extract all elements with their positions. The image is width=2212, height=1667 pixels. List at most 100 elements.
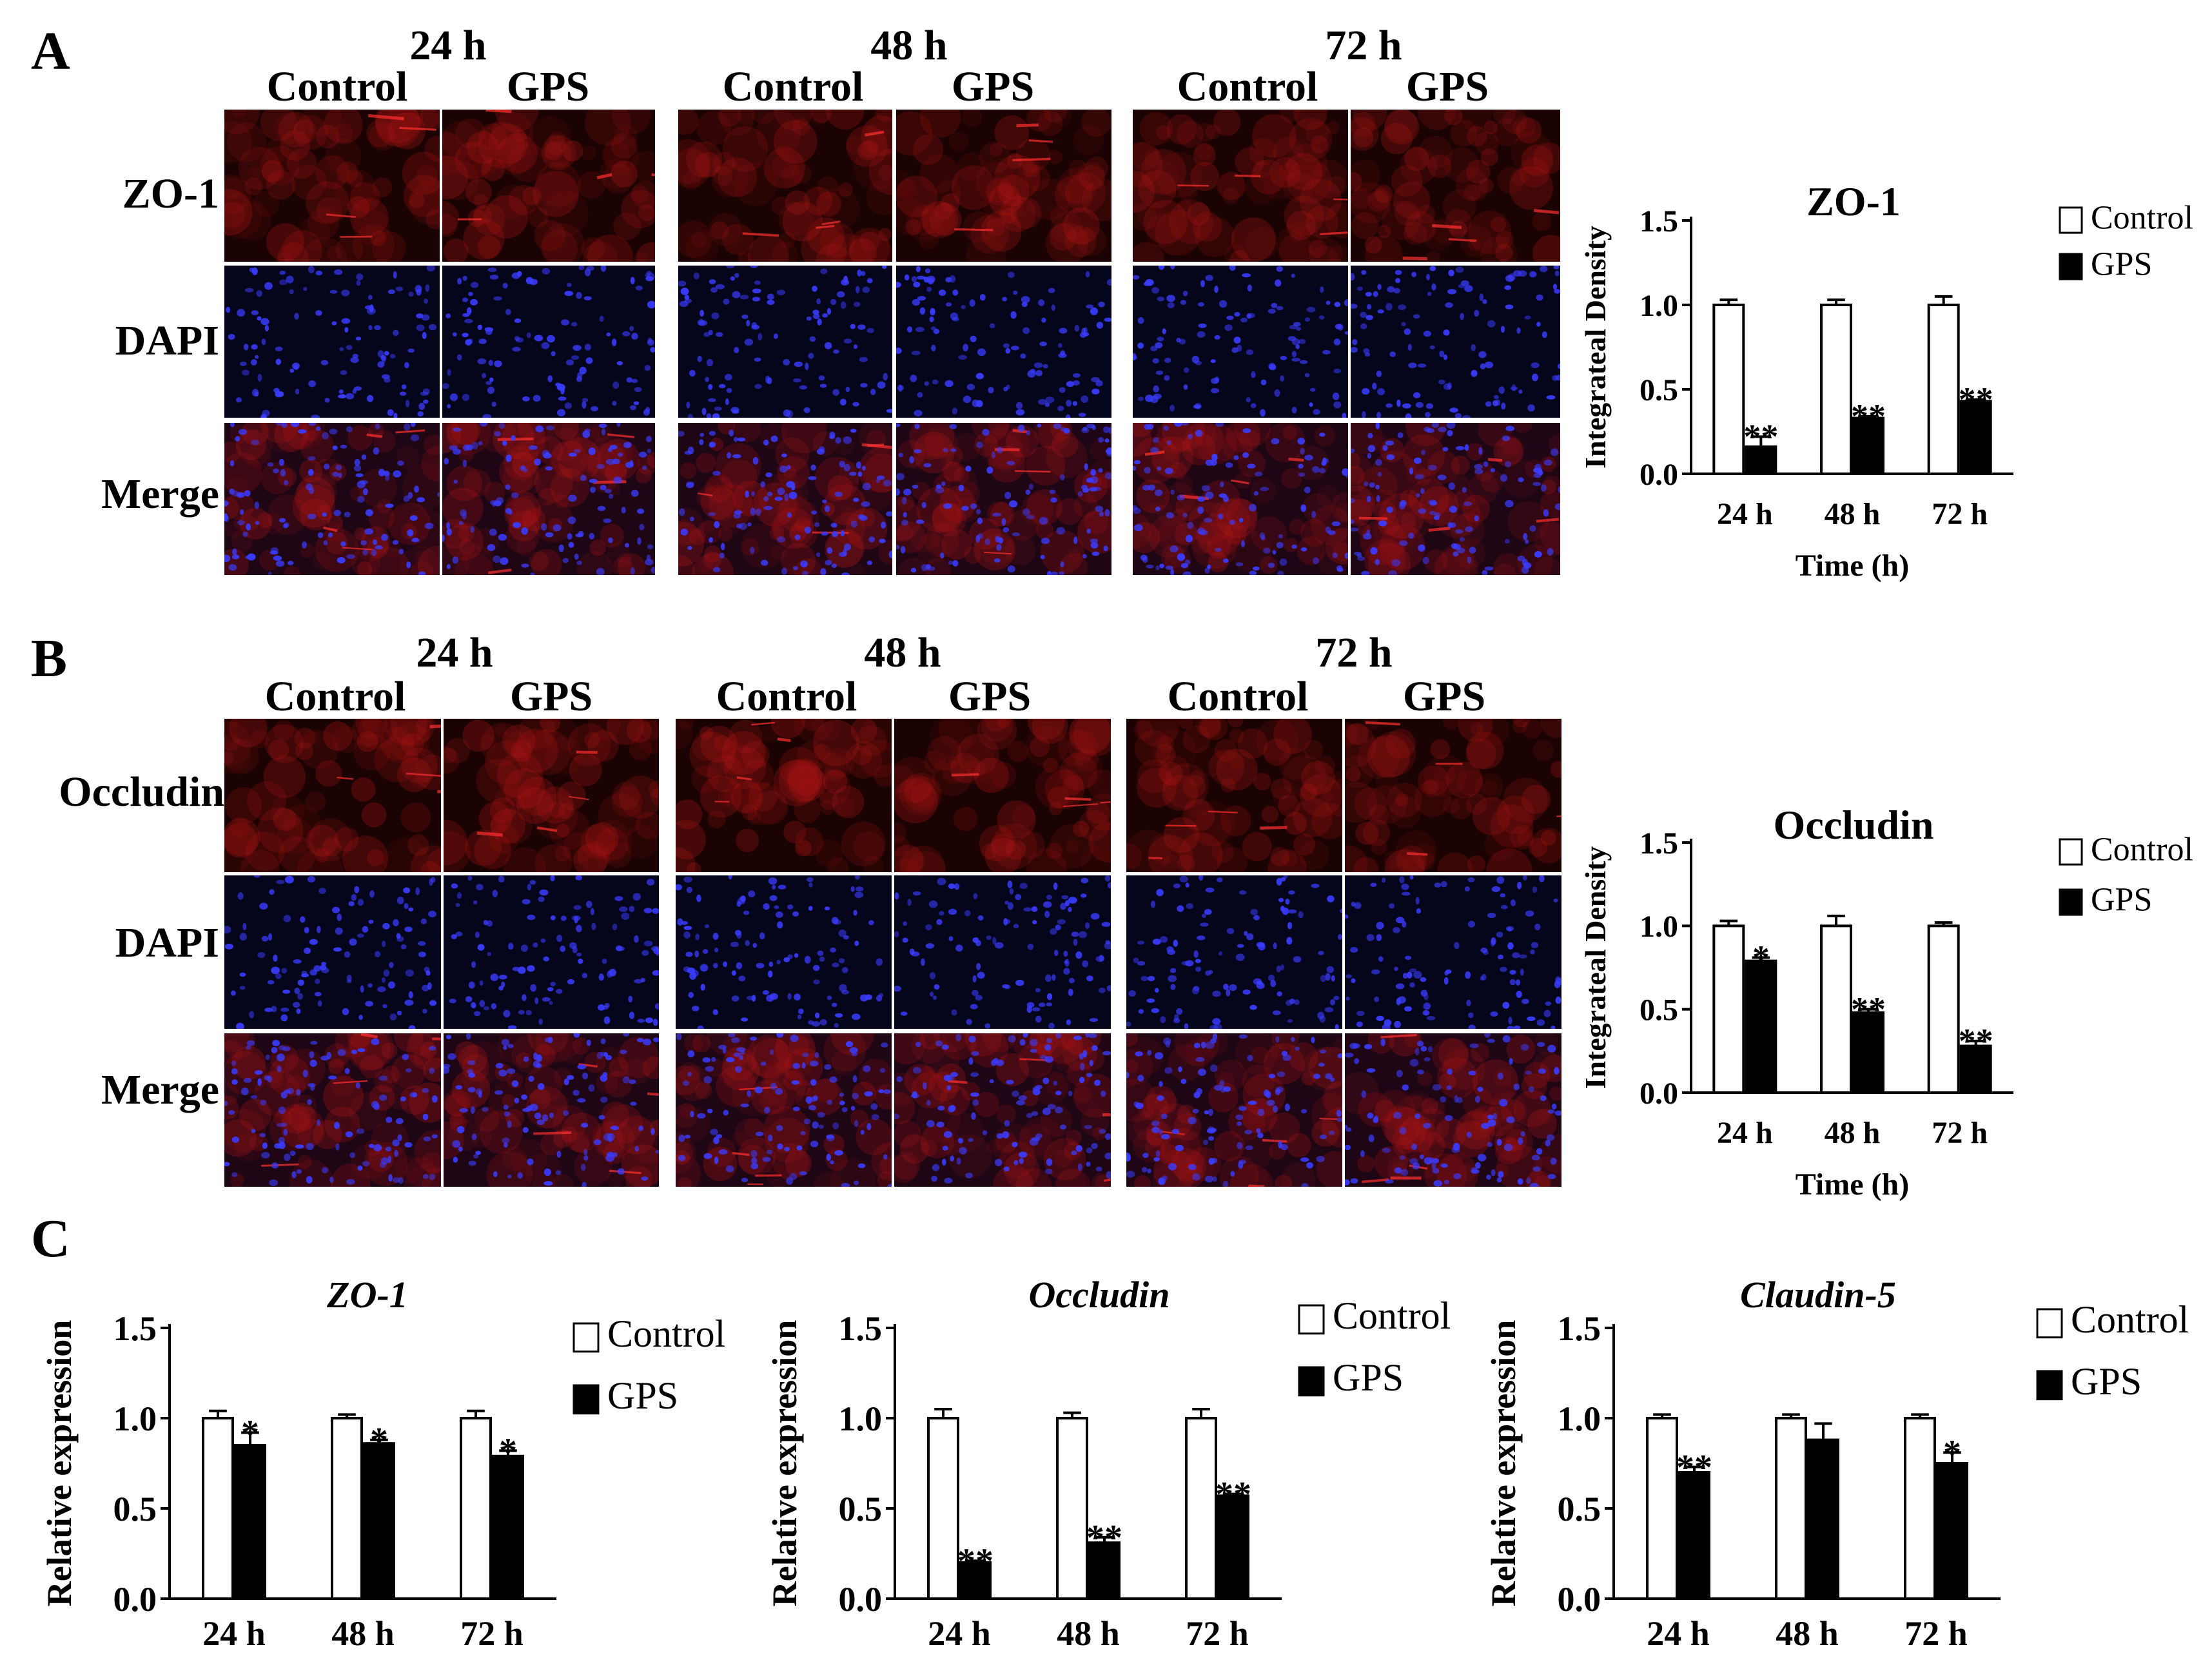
panel-b-micrograph-merge-gps-48h	[894, 1033, 1111, 1187]
panel-a-micrograph-merge-gps-72h	[1351, 423, 1560, 575]
chart-4-title: Claudin-5	[1740, 1274, 1896, 1316]
panel-a-condition-control-48h: Control	[722, 63, 864, 110]
chart-2-bar-gps-2	[492, 1454, 524, 1600]
chart-0-bar-control-0	[1712, 304, 1745, 475]
panel-b-row-label-dapi: DAPI	[115, 919, 219, 966]
panel-letter-a: A	[31, 21, 70, 81]
chart-3-legend-swatch-gps	[1298, 1366, 1325, 1397]
chart-4-bar-control-1	[1775, 1417, 1807, 1600]
chart-3-y-tick-label-2: 1.0	[839, 1399, 883, 1438]
chart-2-bar-control-2	[460, 1417, 492, 1600]
panel-a-micrograph-merge-control-72h	[1133, 423, 1348, 575]
chart-3-legend-label-gps: GPS	[1333, 1356, 1404, 1399]
chart-3-bar-control-0	[927, 1417, 959, 1600]
chart-0-bar-gps-2	[1959, 400, 1992, 475]
chart-0-significance-1: **	[1851, 397, 1886, 436]
panel-letter-b: B	[31, 629, 68, 688]
chart-0-y-tick-label-1: 0.5	[1639, 373, 1678, 407]
panel-a-condition-control-24h: Control	[266, 63, 408, 110]
chart-0-bar-control-1	[1820, 304, 1852, 475]
chart-1-x-tick-label-2: 72 h	[1932, 1116, 1988, 1150]
chart-2-y-axis-label: Relative expression	[40, 1320, 79, 1606]
chart-4-x-tick-label-1: 48 h	[1776, 1614, 1839, 1653]
chart-3-y-axis-label: Relative expression	[765, 1320, 804, 1606]
panel-a-micrograph-zo1-gps-48h	[896, 110, 1111, 262]
chart-3-significance-0: **	[957, 1541, 993, 1581]
panel-b-micrograph-merge-control-48h	[676, 1033, 892, 1187]
panel-a-micrograph-zo1-control-48h	[678, 110, 892, 262]
chart-2-legend-swatch-gps	[573, 1384, 600, 1415]
panel-a-micrograph-zo1-control-24h	[224, 110, 440, 262]
chart-4-y-axis-label: Relative expression	[1484, 1320, 1523, 1606]
chart-1-bar-gps-1	[1852, 1011, 1884, 1094]
chart-2-bar-control-0	[202, 1417, 234, 1600]
panel-b-micrograph-dapi-gps-48h	[894, 875, 1111, 1029]
chart-3-legend-label-control: Control	[1333, 1294, 1451, 1337]
panel-b-micrograph-occludin-gps-24h	[444, 719, 659, 872]
panel-b-micrograph-dapi-control-24h	[224, 875, 441, 1029]
chart-2-legend-label-gps: GPS	[607, 1374, 678, 1417]
chart-1-significance-2: **	[1959, 1022, 1993, 1060]
chart-0-y-tick-label-0: 0.0	[1639, 458, 1678, 492]
chart-0-x-tick-label-0: 24 h	[1717, 497, 1773, 531]
chart-2-y-tick-label-3: 1.5	[113, 1309, 157, 1348]
chart-3-bar-gps-2	[1217, 1494, 1249, 1600]
panel-b-condition-control-48h: Control	[716, 673, 857, 720]
chart-0-x-tick-label-2: 72 h	[1932, 497, 1988, 531]
panel-a-micrograph-merge-control-48h	[678, 423, 892, 575]
chart-4-y-tick-label-2: 1.0	[1558, 1399, 1601, 1438]
chart-3-title: Occludin	[1028, 1274, 1170, 1316]
chart-1-bar-gps-0	[1745, 959, 1777, 1094]
panel-b-occludin-density-chart: Occludin Integrateal Density 0.0 0.5 1.0 1.5 2…	[1579, 802, 2193, 1202]
panel-b-micrograph-occludin-gps-48h	[894, 719, 1111, 872]
chart-4-x-tick-label-0: 24 h	[1647, 1614, 1710, 1653]
chart-2-y-tick-label-2: 1.0	[113, 1399, 157, 1438]
panel-a-condition-gps-24h: GPS	[506, 63, 590, 110]
panel-a-condition-gps-48h: GPS	[951, 63, 1035, 110]
panel-b-condition-gps-72h: GPS	[1402, 673, 1486, 720]
panel-a-time-label-72h: 72 h	[1325, 22, 1402, 69]
panel-c-occludin-expression-chart: Occludin Relative expression 0.0 0.5 1.0 1.5 2…	[765, 1274, 1451, 1653]
panel-b-condition-control-72h: Control	[1167, 673, 1309, 720]
panel-c-zo1-expression-chart: ZO-1 Relative expression 0.0 0.5 1.0 1.5 24 h *…	[40, 1274, 725, 1653]
chart-3-x-tick-label-1: 48 h	[1057, 1614, 1120, 1653]
chart-4-x-tick-label-2: 72 h	[1904, 1614, 1968, 1653]
chart-3-bar-control-1	[1056, 1417, 1088, 1600]
chart-1-x-axis-label: Time (h)	[1796, 1167, 1909, 1202]
chart-0-significance-0: **	[1743, 418, 1778, 456]
chart-2-legend-label-control: Control	[607, 1312, 725, 1355]
chart-1-legend-swatch-control	[2059, 838, 2083, 866]
chart-1-x-tick-label-1: 48 h	[1825, 1116, 1881, 1150]
panel-b-micrograph-occludin-gps-72h	[1345, 719, 1561, 872]
chart-1-bar-gps-2	[1959, 1044, 1992, 1094]
chart-0-bar-gps-1	[1852, 416, 1884, 476]
chart-1-bar-control-0	[1712, 924, 1745, 1094]
chart-2-y-tick-label-0: 0.0	[113, 1580, 157, 1619]
chart-4-legend-label-control: Control	[2071, 1298, 2189, 1341]
panel-a-micrograph-merge-gps-48h	[896, 423, 1111, 575]
chart-0-legend-swatch-gps	[2059, 253, 2083, 280]
panel-b-condition-gps-24h: GPS	[509, 673, 593, 720]
chart-2-significance-2: *	[499, 1432, 517, 1472]
chart-1-legend-label-control: Control	[2091, 831, 2193, 868]
panel-a-micrograph-dapi-gps-24h	[442, 266, 655, 418]
panel-a-micrograph-zo1-gps-24h	[442, 110, 655, 262]
chart-1-legend-swatch-gps	[2059, 888, 2083, 916]
panel-a-row-label-dapi: DAPI	[115, 317, 219, 364]
chart-1-title: Occludin	[1774, 802, 1934, 848]
panel-b-row-label-occludin: Occludin	[59, 768, 224, 815]
chart-3-significance-1: **	[1086, 1518, 1122, 1558]
chart-3-bar-control-2	[1185, 1417, 1217, 1600]
chart-1-significance-1: **	[1851, 990, 1886, 1029]
chart-2-legend-swatch-control	[573, 1322, 600, 1353]
panel-a-micrograph-dapi-control-24h	[224, 266, 440, 418]
chart-0-title: ZO-1	[1806, 179, 1901, 224]
chart-2-y-tick-label-1: 0.5	[113, 1490, 157, 1528]
panel-b-row-label-merge: Merge	[101, 1066, 219, 1113]
panel-b-micrograph-dapi-control-72h	[1126, 875, 1342, 1029]
panel-b-micrograph-occludin-control-72h	[1126, 719, 1342, 872]
chart-4-y-tick-label-0: 0.0	[1558, 1580, 1601, 1619]
panel-b-micrograph-occludin-control-48h	[676, 719, 892, 872]
panel-b-condition-gps-48h: GPS	[948, 673, 1032, 720]
chart-0-y-tick-label-3: 1.5	[1639, 204, 1678, 239]
